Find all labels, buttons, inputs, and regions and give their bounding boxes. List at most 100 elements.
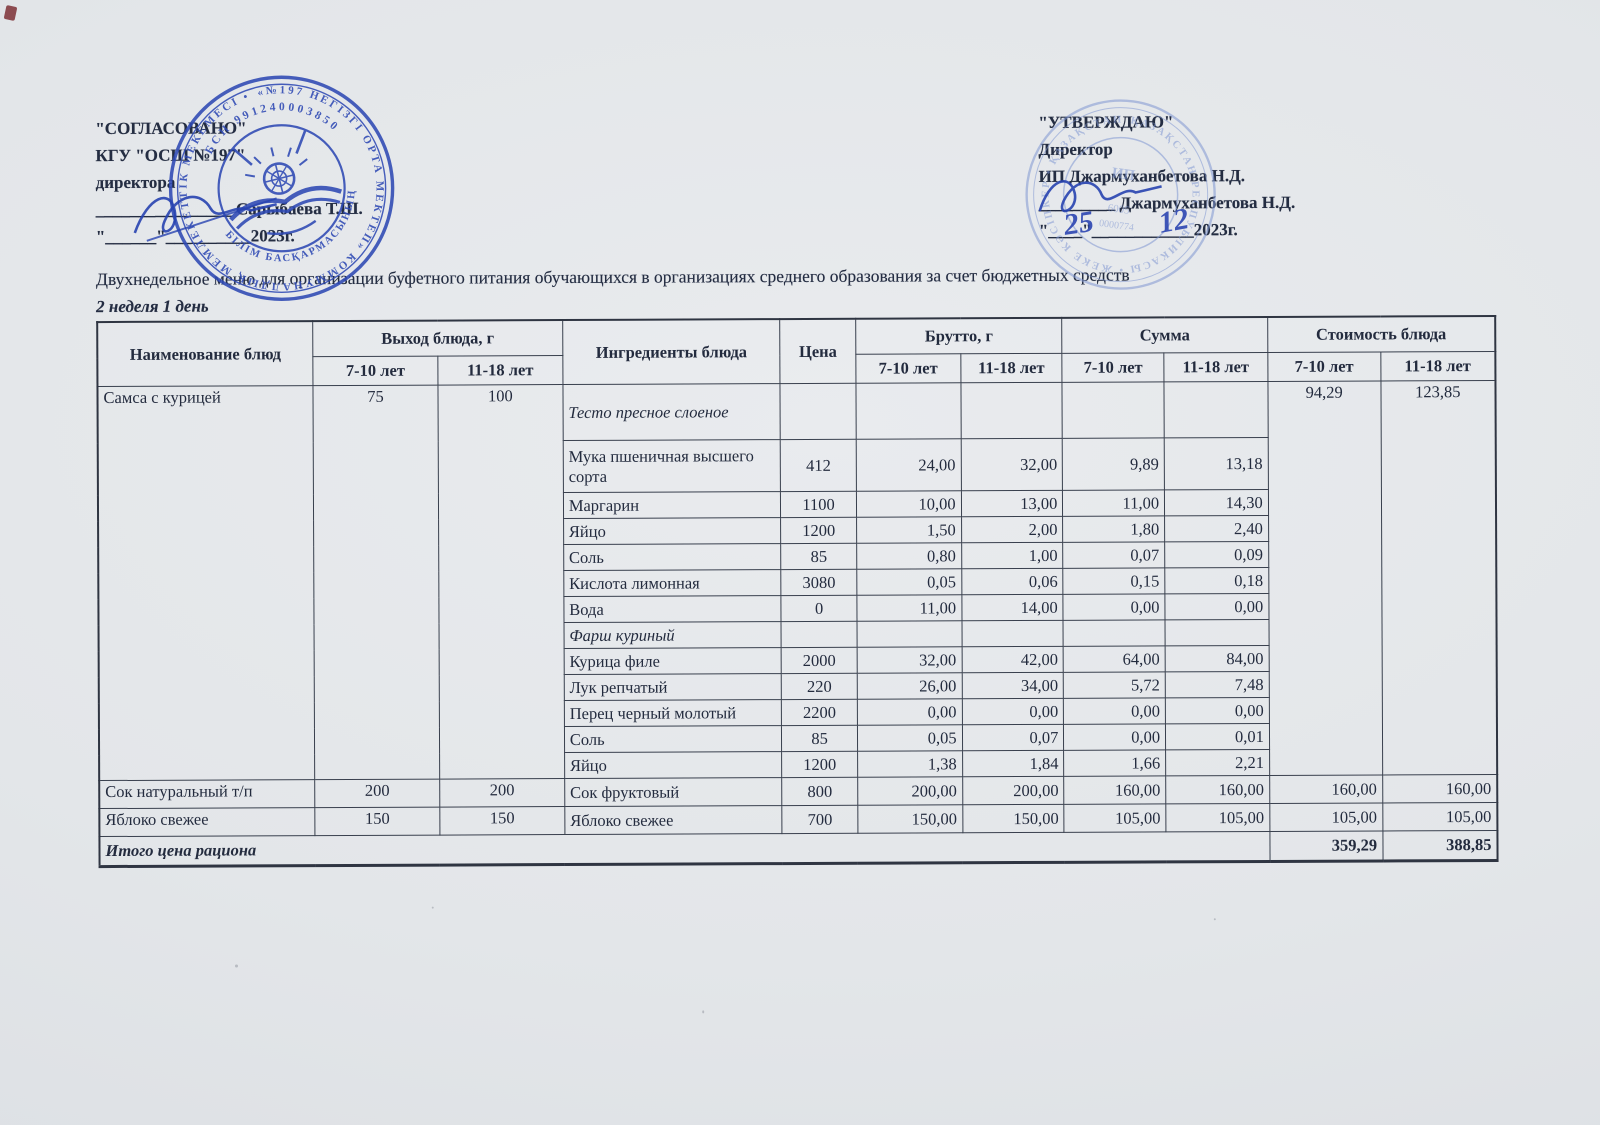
ingredient-name-cell: Сок фруктовый [564,777,783,807]
sum-11-18-cell: 105,00 [1165,803,1270,832]
gross-7-10-cell: 24,00 [856,438,962,492]
gross-7-10-cell: 200,00 [857,776,963,806]
document-subtitle: 2 неделя 1 день [96,296,209,317]
document-title: Двухнедельное меню для организации буфет… [95,264,1130,290]
gross-7-10-cell: 1,38 [857,750,963,778]
ingredient-name-cell: Соль [563,543,782,571]
total-cost-7-10-cell: 359,29 [1269,830,1383,862]
sum-11-18-cell: 0,00 [1164,593,1269,620]
sum-7-10-cell: 105,00 [1064,803,1166,833]
ingredient-name-cell: Перец черный молотый [564,699,782,727]
ingredient-name-cell: Лук репчатый [564,673,782,701]
sum-11-18-cell: 0,01 [1165,723,1270,750]
gross-11-18-cell: 34,00 [961,672,1064,699]
header-cost-group: Стоимость блюда [1267,315,1496,353]
dish-name-cell: Сок натуральный т/п [99,779,315,809]
scan-speck [234,964,239,968]
gross-11-18-cell: 200,00 [962,776,1065,805]
approval-right-line1: "УТВЕРЖДАЮ" [1038,112,1174,132]
approval-right-line2: Директор [1038,139,1113,159]
sum-11-18-cell: 2,40 [1164,515,1269,542]
sum-7-10-cell [1063,619,1166,647]
header-sum-age1: 7-10 лет [1062,352,1165,383]
sum-11-18-cell: 13,18 [1164,437,1269,490]
price-cell: 85 [781,725,858,752]
cost-7-10-cell: 94,29 [1267,380,1383,776]
sum-7-10-cell: 64,00 [1063,645,1166,673]
sum-7-10-cell: 0,00 [1063,593,1166,621]
header-sum-group: Сумма [1062,316,1268,354]
price-cell: 85 [781,543,857,570]
ingredient-name-cell: Кислота лимонная [563,569,782,597]
price-cell: 700 [782,805,858,834]
sum-11-18-cell: 84,00 [1165,645,1270,672]
sum-11-18-cell [1164,381,1269,438]
approval-left-line2: КГУ "ОСШ №197" [95,145,246,166]
gross-11-18-cell: 0,00 [961,698,1064,725]
sum-7-10-cell: 0,07 [1063,541,1165,569]
gross-7-10-cell: 26,00 [857,672,962,700]
ingredient-name-cell: Фарш куриный [563,621,782,649]
dish-name-cell: Яблоко свежее [99,807,315,837]
approval-right-line3: ИП Джармуханбетова Н.Д. [1038,166,1246,186]
sum-7-10-cell: 160,00 [1064,775,1166,805]
header-cost-age2: 11-18 лет [1380,351,1496,381]
gross-11-18-cell: 1,84 [962,750,1065,777]
dish-output-7-10-cell: 150 [314,807,440,836]
sum-11-18-cell: 0,18 [1164,567,1269,594]
sum-11-18-cell: 14,30 [1164,489,1269,516]
approval-left-line3: директора [95,172,176,193]
header-price: Цена [780,318,856,384]
price-cell: 3080 [781,569,857,596]
cost-7-10-cell: 160,00 [1269,774,1383,804]
dish-output-7-10-cell: 75 [313,385,440,780]
approval-left-line1: "СОГЛАСОВАНО" [95,118,247,139]
ingredient-name-cell: Соль [564,725,782,753]
sum-7-10-cell: 1,80 [1062,515,1165,543]
cost-7-10-cell: 105,00 [1269,802,1383,832]
price-cell: 220 [781,673,858,700]
sum-11-18-cell: 0,09 [1164,541,1269,568]
header-dish-name: Наименование блюд [97,321,314,387]
handwritten-month: 12 [1155,201,1192,240]
header-output-age1: 7-10 лет [312,356,438,386]
price-cell [781,621,857,648]
price-cell: 2200 [781,699,858,726]
ingredient-name-cell: Маргарин [563,491,781,519]
cost-11-18-cell: 160,00 [1382,774,1498,803]
header-sum-age2: 11-18 лет [1163,352,1268,382]
price-cell: 0 [781,595,857,622]
sum-11-18-cell: 7,48 [1165,671,1270,698]
price-cell: 1100 [780,491,857,518]
header-cost-age1: 7-10 лет [1267,351,1381,382]
menu-table-header: Наименование блюд Выход блюда, г Ингреди… [97,315,1496,387]
dish-output-11-18-cell: 200 [439,778,565,808]
price-cell: 412 [780,439,857,492]
header-gross-group: Брутто, г [855,317,1063,355]
sum-11-18-cell: 0,00 [1165,697,1270,724]
sum-11-18-cell: 160,00 [1165,775,1270,804]
price-cell: 1200 [780,517,857,544]
sum-7-10-cell: 11,00 [1062,489,1165,517]
gross-11-18-cell: 150,00 [962,804,1065,833]
gross-7-10-cell: 10,00 [856,490,962,518]
gross-11-18-cell: 0,06 [961,568,1064,595]
gross-7-10-cell: 0,80 [856,542,962,570]
price-cell: 2000 [781,647,858,674]
dish-output-11-18-cell: 150 [439,806,565,836]
dish-name-cell: Самса с курицей [97,385,315,781]
scan-speck [1213,918,1216,921]
gross-11-18-cell [960,382,1063,439]
ingredient-name-cell: Курица филе [563,647,782,675]
approval-left-date-line: "______"__________2023г. [95,226,295,247]
ingredient-name-cell: Тесто пресное слоеное [562,383,781,441]
total-cost-11-18-cell: 388,85 [1382,830,1498,861]
header-output-age2: 11-18 лет [437,355,563,386]
menu-table: Наименование блюд Выход блюда, г Ингреди… [96,314,1499,869]
ingredient-name-cell: Вода [563,595,782,623]
sum-7-10-cell: 9,89 [1062,437,1165,491]
approval-block-left: "СОГЛАСОВАНО" КГУ "ОСШ №197" директора _… [95,114,363,250]
ingredient-name-cell: Мука пшеничная высшего сорта [563,439,781,493]
sum-7-10-cell: 0,00 [1063,697,1166,725]
